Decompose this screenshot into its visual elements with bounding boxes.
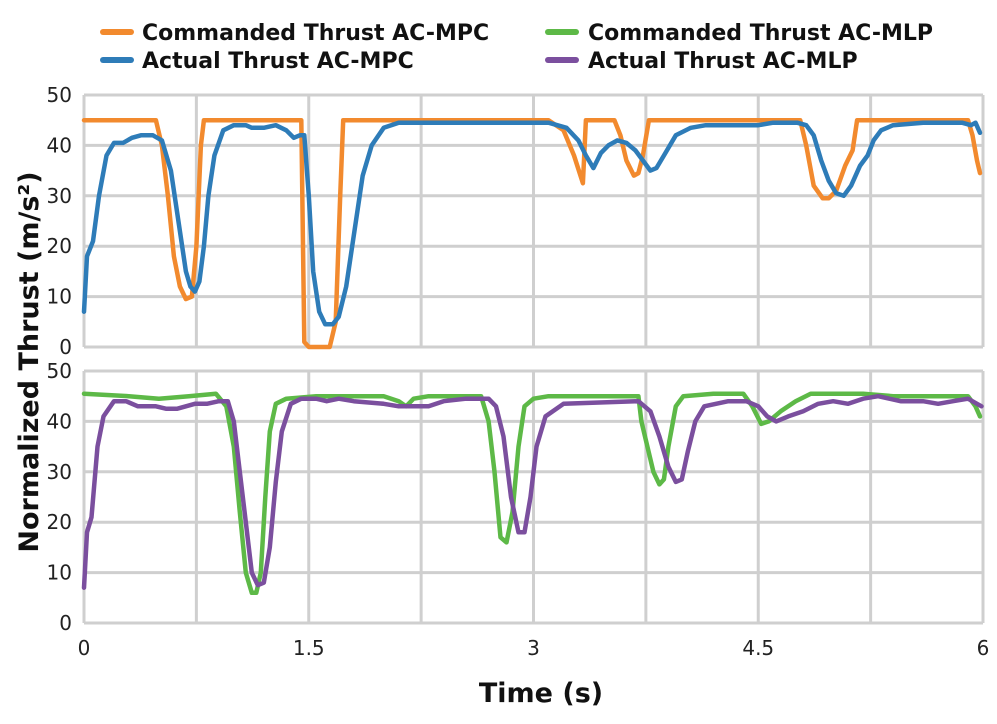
- y-tick-label: 10: [47, 285, 72, 309]
- x-tick-label: 4.5: [742, 636, 774, 660]
- y-tick-label: 40: [47, 133, 72, 157]
- legend: Commanded Thrust AC-MPC Actual Thrust AC…: [100, 21, 933, 74]
- y-tick-label: 50: [47, 359, 72, 383]
- x-tick-label: 3: [527, 636, 540, 660]
- x-axis-title: Time (s): [479, 678, 603, 709]
- y-tick-label: 20: [47, 234, 72, 258]
- y-tick-label: 30: [47, 184, 72, 208]
- legend-label-actual-mlp: Actual Thrust AC-MLP: [588, 49, 858, 74]
- y-tick-label: 0: [59, 335, 72, 359]
- y-tick-label: 50: [47, 83, 72, 107]
- series-line-actual-thrust-ac-mpc: [81, 120, 983, 327]
- x-tick-label: 6: [977, 636, 990, 660]
- series-line-actual-thrust-ac-mlp: [81, 393, 984, 590]
- legend-label-commanded-mpc: Commanded Thrust AC-MPC: [142, 21, 489, 46]
- y-tick-label: 10: [47, 561, 72, 585]
- y-tick-label: 20: [47, 510, 72, 534]
- y-tick-label: 0: [59, 611, 72, 635]
- x-tick-label: 0: [78, 636, 91, 660]
- y-axis-title: Normalized Thrust (m/s²): [14, 171, 45, 552]
- legend-label-actual-mpc: Actual Thrust AC-MPC: [142, 49, 414, 74]
- y-tick-label: 30: [47, 460, 72, 484]
- x-tick-label: 1.5: [293, 636, 325, 660]
- top-panel: 0 10 20 30 40 50: [47, 83, 985, 359]
- bottom-panel: 0 10 20 30 40 50 0 1.5 3 4.5 6: [47, 359, 990, 660]
- y-tick-label: 40: [47, 409, 72, 433]
- legend-label-commanded-mlp: Commanded Thrust AC-MLP: [588, 21, 933, 46]
